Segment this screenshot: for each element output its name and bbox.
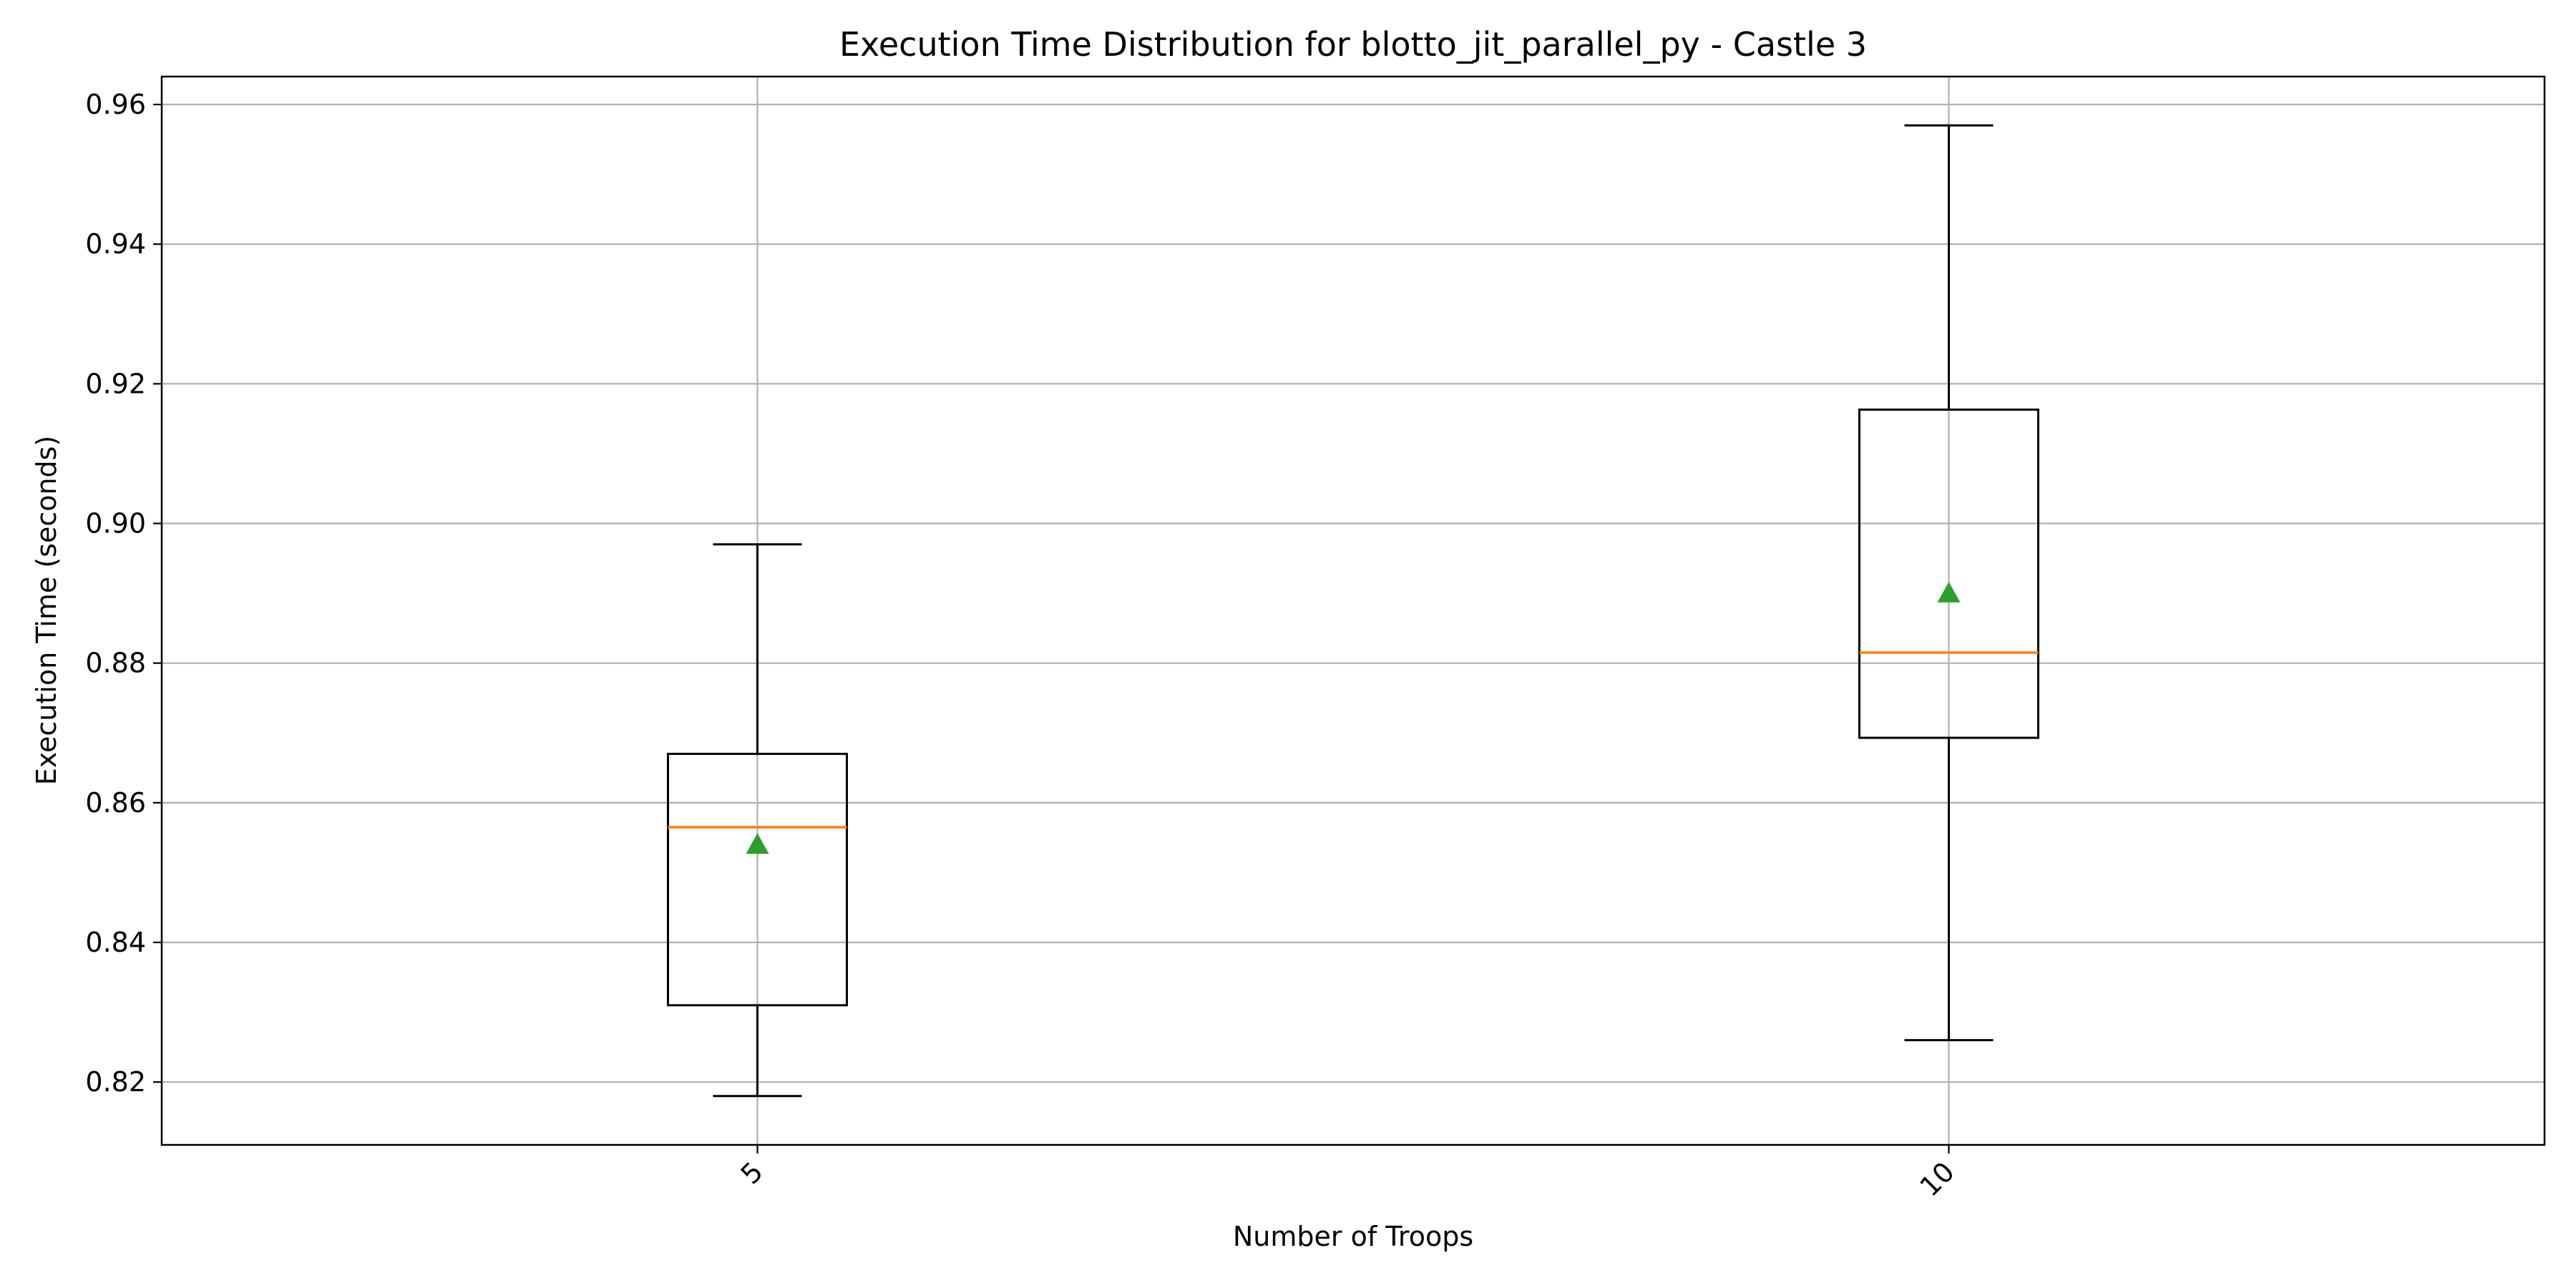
- grid-layer: [162, 77, 2545, 1145]
- mean-marker: [746, 833, 769, 854]
- y-tick-label: 0.86: [85, 787, 146, 819]
- x-axis-ticks: 5 10: [735, 1145, 1961, 1203]
- x-tick-label: 10: [1914, 1156, 1961, 1202]
- plot-frame: [160, 75, 2546, 1146]
- y-tick-label: 0.88: [85, 648, 146, 679]
- x-axis-label: Number of Troops: [1233, 1221, 1473, 1252]
- chart-title: Execution Time Distribution for blotto_j…: [839, 25, 1867, 64]
- interquartile-box: [667, 753, 848, 1007]
- y-tick-label: 0.84: [85, 927, 146, 958]
- x-tick-label: 5: [735, 1156, 769, 1190]
- y-tick-label: 0.82: [85, 1066, 146, 1098]
- y-tick-label: 0.96: [85, 89, 146, 120]
- interquartile-box: [1858, 408, 2039, 739]
- y-axis-label: Execution Time (seconds): [31, 436, 62, 786]
- y-tick-label: 0.92: [85, 368, 146, 399]
- y-axis-ticks: 0.82 0.84 0.86 0.88 0.90 0.92 0.94 0.96: [85, 89, 162, 1098]
- box-group-5: [667, 543, 848, 1098]
- box-group-10: [1858, 124, 2039, 1042]
- y-tick-label: 0.94: [85, 228, 146, 260]
- y-tick-label: 0.90: [85, 508, 146, 540]
- boxes-layer: [667, 124, 2039, 1098]
- mean-marker: [1937, 582, 1961, 602]
